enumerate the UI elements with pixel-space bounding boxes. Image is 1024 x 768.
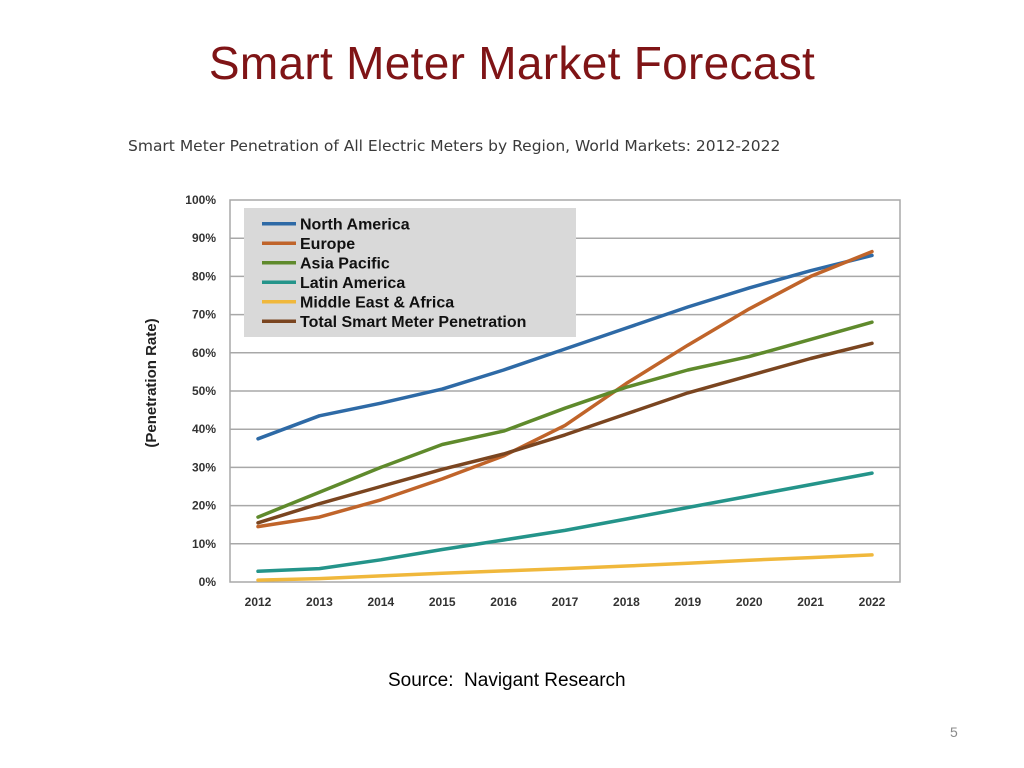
legend: North America Europe Asia Pacific Latin Ame… [244,208,576,337]
y-tick-label: 20% [192,499,216,513]
x-tick-label: 2012 [245,595,272,609]
series-line [256,341,874,525]
legend-box [244,208,576,337]
chart-title: Smart Meter Penetration of All Electric … [128,137,781,155]
x-tick-label: 2015 [429,595,456,609]
x-axis-ticks: 2012 2013 2014 2015 2016 2017 2018 2019 2020 2021… [245,595,886,609]
legend-label: North America [300,216,410,233]
x-tick-label: 2020 [736,595,763,609]
x-tick-label: 2017 [552,595,579,609]
x-tick-label: 2014 [367,595,394,609]
line-chart: 0%10%20%30%40%50%60%70%80%90%100% 2012 20… [143,193,901,609]
y-axis-ticks: 0% 10% 20% 30% 40% 50% 60% 70% 80% 90% 100% [185,193,216,589]
x-tick-label: 2021 [797,595,824,609]
series-lines [256,249,874,582]
y-tick-label: 0% [199,575,217,589]
y-tick-label: 10% [192,537,216,551]
slide-title: Smart Meter Market Forecast [208,37,816,89]
x-tick-label: 2013 [306,595,333,609]
legend-label: Europe [300,236,355,253]
legend-label: Total Smart Meter Penetration [300,314,526,331]
slide-number: 5 [950,724,958,740]
y-tick-label: 100% [185,193,216,207]
series-line [256,471,874,574]
y-tick-label: 40% [192,422,216,436]
y-tick-label: 70% [192,308,216,322]
y-axis-title: (Penetration Rate) [143,318,160,447]
series-line [256,320,874,519]
x-tick-label: 2022 [859,595,886,609]
x-tick-label: 2018 [613,595,640,609]
series-line [256,253,874,441]
series-line [256,249,874,529]
legend-label: Latin America [300,275,405,292]
y-tick-label: 80% [192,269,216,283]
y-tick-label: 90% [192,231,216,245]
legend-label: Asia Pacific [300,255,390,272]
x-tick-label: 2019 [674,595,701,609]
y-tick-label: 60% [192,346,216,360]
legend-label: Middle East & Africa [300,294,454,311]
y-tick-label: 50% [192,384,216,398]
series-line [256,553,874,582]
y-tick-label: 30% [192,460,216,474]
source-citation: Source: Navigant Research [388,670,626,691]
x-tick-label: 2016 [490,595,517,609]
